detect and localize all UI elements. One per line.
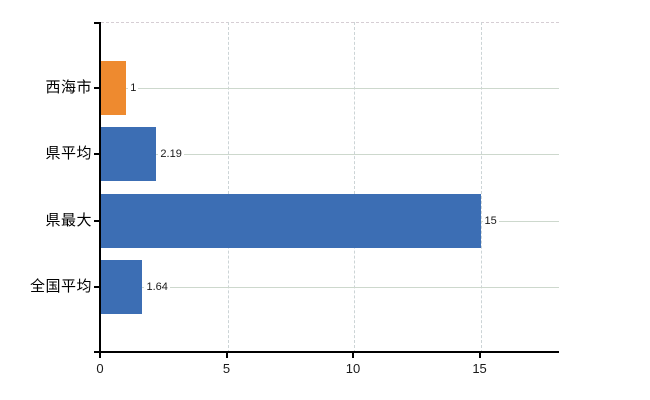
x-tick-label: 15 bbox=[472, 361, 487, 376]
bar bbox=[101, 259, 143, 314]
x-tick-label: 0 bbox=[96, 361, 104, 376]
bar-value-label: 2.19 bbox=[158, 147, 184, 162]
bar-value-label: 1.64 bbox=[144, 279, 170, 294]
bar bbox=[101, 127, 157, 182]
bar bbox=[101, 193, 481, 248]
y-tick bbox=[94, 153, 101, 156]
gridline-horizontal bbox=[101, 286, 559, 288]
x-tick bbox=[99, 353, 101, 358]
gridline-horizontal bbox=[101, 88, 559, 90]
gridline-horizontal bbox=[101, 154, 559, 156]
gridline-vertical bbox=[480, 22, 482, 353]
category-label: 県平均 bbox=[45, 145, 92, 163]
x-tick bbox=[478, 353, 481, 358]
y-axis-outer-tick bbox=[94, 351, 101, 353]
x-tick-label: 10 bbox=[345, 361, 361, 376]
gridline-vertical bbox=[354, 22, 356, 353]
category-label: 県最大 bbox=[45, 211, 92, 229]
category-label: 全国平均 bbox=[29, 277, 92, 295]
y-axis-outer-tick bbox=[94, 22, 101, 24]
x-tick-label: 5 bbox=[222, 361, 231, 376]
bar-value-label: 1 bbox=[128, 81, 139, 96]
gridline-vertical bbox=[227, 22, 229, 353]
y-tick bbox=[94, 285, 101, 288]
x-tick bbox=[352, 353, 355, 358]
category-label: 西海市 bbox=[45, 79, 92, 97]
y-tick bbox=[94, 87, 101, 90]
bar bbox=[101, 61, 127, 116]
y-tick bbox=[94, 219, 101, 222]
bar-value-label: 15 bbox=[482, 213, 499, 228]
x-tick bbox=[225, 353, 228, 358]
chart-top-border bbox=[101, 22, 559, 23]
y-axis-line bbox=[99, 22, 101, 353]
x-axis-line bbox=[99, 351, 559, 353]
